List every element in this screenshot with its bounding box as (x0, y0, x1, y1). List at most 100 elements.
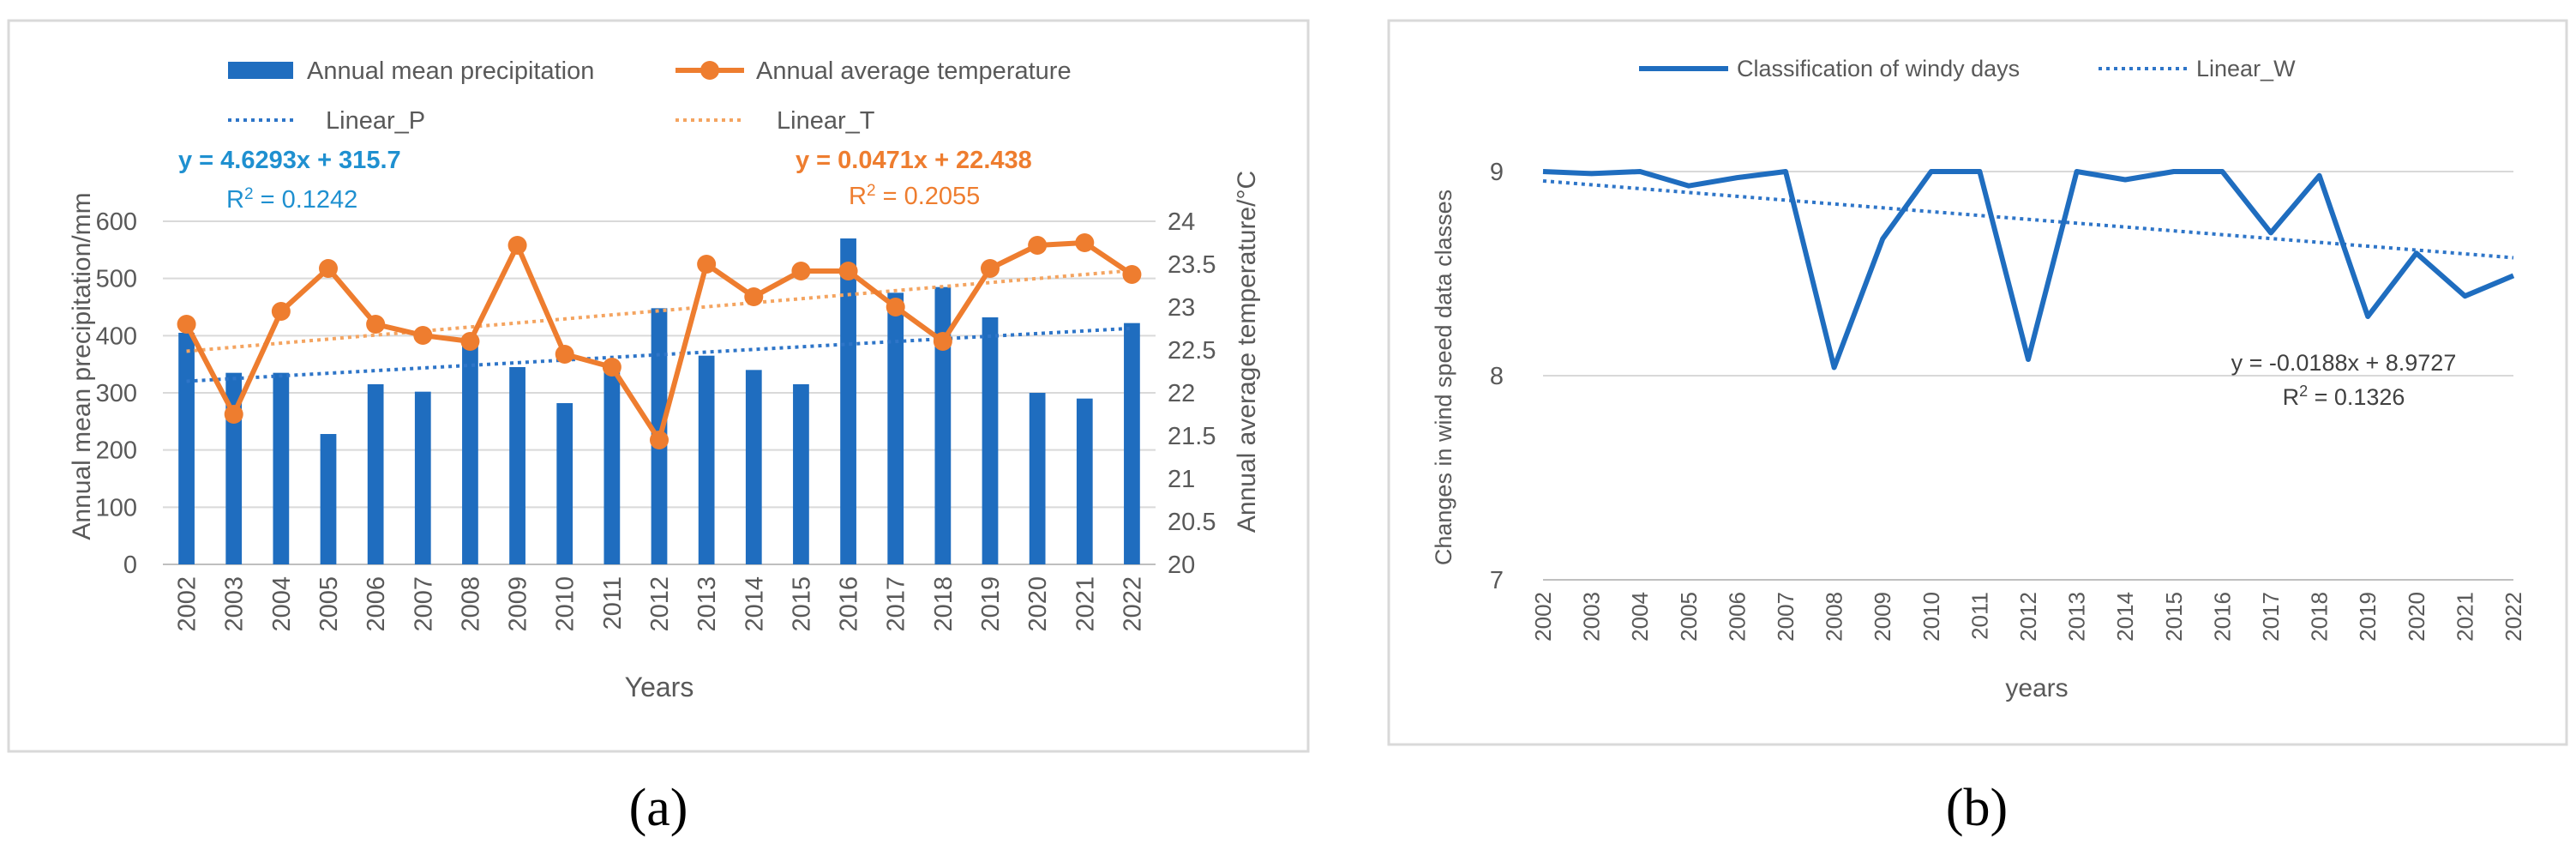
x-tick-b: 2016 (2209, 592, 2235, 642)
x-tick-a: 2005 (315, 576, 343, 632)
y-tick-left-a: 0 (123, 552, 137, 579)
x-tick-a: 2015 (788, 576, 815, 632)
x-tick-a: 2013 (694, 576, 721, 632)
y-tick-right-a: 23 (1168, 294, 1195, 322)
x-tick-a: 2019 (977, 576, 1005, 632)
x-tick-b: 2006 (1724, 592, 1750, 642)
y-tick-right-a: 21.5 (1168, 423, 1216, 450)
temperature-marker (460, 332, 480, 351)
trendline-linear-p (186, 326, 1132, 383)
x-tick-b: 2022 (2501, 592, 2526, 642)
bar-precipitation (745, 370, 762, 564)
temperature-marker (507, 236, 527, 255)
temperature-marker (413, 326, 433, 345)
x-tick-a: 2006 (363, 576, 390, 632)
x-tick-a: 2022 (1119, 576, 1146, 632)
y-tick-right-a: 21 (1168, 466, 1195, 493)
x-tick-a: 2008 (457, 576, 484, 632)
y-axis-title-left-a: Annual mean precipitation/mm (68, 192, 96, 540)
y-axis-title-right-a: Annual average temperature/°C (1233, 171, 1261, 533)
legend-label-linear-t: Linear_T (777, 107, 875, 135)
y-tick-left-a: 400 (96, 323, 137, 350)
x-tick-b: 2019 (2355, 592, 2381, 642)
bar-precipitation (414, 391, 431, 564)
x-tick-a: 2011 (599, 576, 627, 630)
x-tick-a: 2016 (836, 576, 863, 632)
bar-precipitation (982, 317, 999, 564)
bar-precipitation (509, 367, 525, 564)
x-tick-b: 2003 (1579, 592, 1605, 642)
x-tick-a: 2002 (174, 576, 201, 632)
x-axis-title-a: Years (625, 672, 694, 702)
x-tick-a: 2020 (1024, 576, 1052, 632)
x-tick-b: 2005 (1676, 592, 1702, 642)
legend-swatch-precipitation (228, 62, 293, 79)
x-tick-b: 2011 (1967, 592, 1992, 640)
temperature-marker (602, 358, 621, 377)
y-tick-b: 9 (1490, 159, 1504, 186)
y-tick-right-a: 23.5 (1168, 251, 1216, 279)
x-tick-a: 2004 (268, 576, 296, 632)
y-tick-b: 7 (1490, 567, 1504, 594)
temperature-marker (697, 255, 717, 274)
r2-linear-t: R2 = 0.2055 (849, 182, 980, 211)
equation-linear-p: y = 4.6293x + 315.7 (178, 147, 401, 174)
legend-label-temperature: Annual average temperature (756, 57, 1072, 85)
panel-a-chart: 0 100 200 300 400 500 600 20 20.5 21 21.5 22 22.5 23 2… (7, 19, 1310, 753)
x-tick-a: 2010 (552, 576, 579, 632)
x-tick-a: 2003 (221, 576, 249, 632)
temperature-marker (838, 262, 858, 280)
y-tick-left-a: 300 (96, 380, 137, 407)
bar-precipitation (320, 434, 337, 564)
bar-precipitation (462, 344, 478, 564)
x-tick-b: 2017 (2258, 592, 2284, 642)
x-tick-b: 2009 (1870, 592, 1895, 642)
y-axis-title-b: Changes in wind speed data classes (1431, 190, 1456, 565)
bar-precipitation (273, 372, 290, 564)
temperature-marker (744, 287, 764, 306)
temperature-marker (1122, 265, 1142, 284)
bar-precipitation (1076, 398, 1093, 564)
x-tick-a: 2021 (1072, 576, 1099, 632)
x-tick-b: 2020 (2404, 592, 2429, 642)
trendline-linear-w (1542, 178, 2514, 260)
temperature-marker (271, 302, 291, 321)
y-tick-left-a: 200 (96, 437, 137, 465)
temperature-marker (1028, 236, 1048, 255)
bar-precipitation (556, 403, 573, 564)
x-tick-a: 2014 (741, 576, 768, 632)
r2-linear-p: R2 = 0.1242 (226, 185, 357, 214)
y-tick-left-a: 600 (96, 208, 137, 236)
panel-label-a: (a) (629, 779, 688, 837)
windy-days-line (1542, 169, 2515, 371)
bar-precipitation (178, 333, 195, 564)
legend-label-windy-days: Classification of windy days (1737, 56, 2020, 81)
temperature-marker (555, 345, 574, 364)
x-tick-b: 2002 (1530, 592, 1556, 642)
x-tick-b: 2021 (2452, 592, 2477, 642)
temperature-marker (933, 332, 952, 351)
y-tick-right-a: 20.5 (1168, 509, 1216, 536)
temperature-marker (886, 298, 905, 316)
y-tick-right-a: 24 (1168, 208, 1195, 236)
bar-precipitation (840, 238, 856, 564)
y-tick-right-a: 22.5 (1168, 337, 1216, 365)
panel-b-frame (1387, 19, 2568, 746)
bar-precipitation (1029, 393, 1046, 564)
r2-linear-w: R2 = 0.1326 (2283, 383, 2405, 410)
x-tick-b: 2004 (1627, 592, 1653, 642)
temperature-marker (650, 431, 669, 449)
equation-linear-t: y = 0.0471x + 22.438 (796, 147, 1032, 174)
equation-linear-w: y = -0.0188x + 8.9727 (2231, 350, 2457, 376)
x-tick-a: 2012 (646, 576, 674, 632)
bar-precipitation (1124, 323, 1140, 564)
x-tick-a: 2009 (505, 576, 532, 632)
bar-precipitation (603, 364, 621, 564)
bar-precipitation (367, 384, 384, 564)
temperature-marker (319, 259, 338, 278)
legend-label-linear-w: Linear_W (2196, 56, 2296, 81)
bar-precipitation (793, 384, 809, 564)
y-tick-left-a: 500 (96, 266, 137, 293)
temperature-marker (1075, 233, 1095, 252)
x-tick-b: 2014 (2112, 592, 2138, 642)
